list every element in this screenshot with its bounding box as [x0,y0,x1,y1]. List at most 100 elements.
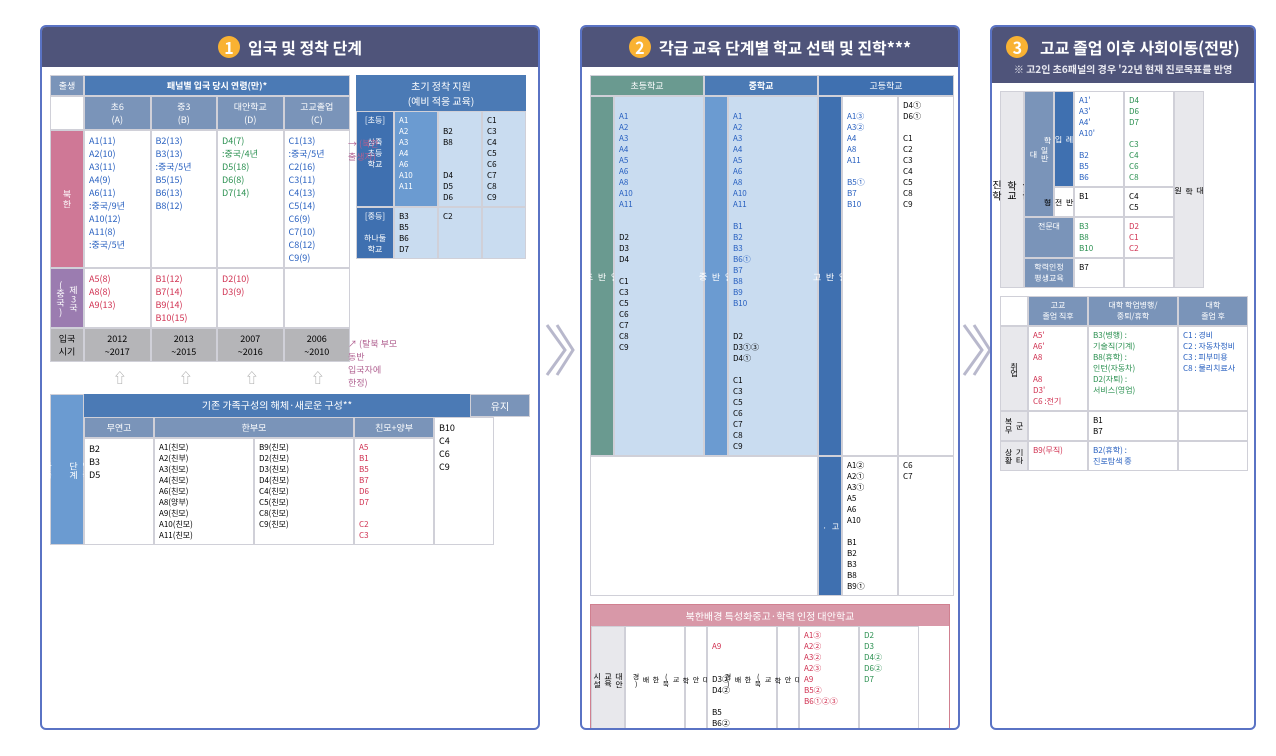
panel2-header: 2 각급 교육 단계별 학교 선택 및 진학*** [582,27,958,67]
alt-title: 북한배경 특성화중고·학력 인정 대안학교 [591,605,949,626]
yr-d: 2007 ~2016 [217,328,284,362]
side-higher: 상급 학교 진학 [1000,91,1024,288]
u-spec: 특 례 입 학 [1054,91,1074,187]
panel-education-stages: 2 각급 교육 단계별 학교 선택 및 진학*** 초등학교 중학교 고등학교 … [580,25,960,730]
emp-c3: C1 : 경비 C2 : 자동차정비 C3 : 피부미용 C8 : 물리치료사 [1178,326,1248,411]
fam-c1: B2 B3 D5 [84,438,154,545]
col-b: 중3 (B) [151,96,218,130]
birth-label: 출생 [50,75,84,96]
etc3-c1: B9(무직) [1028,441,1088,471]
row-entry: 입국 시기 [50,328,84,362]
mil-side: 군 복무 [1000,411,1028,441]
hi-gen: A1③ A3② A4 A8 A11 B5① B7 B10 [842,96,898,456]
mid-data: A1 A2 A3 A4 A5 A6 A8 A10 A11 B1 B2 B3 B6… [728,96,818,456]
jc-c2: D2 C1 C2 [1124,217,1174,258]
fam-h1: 무연고 [84,417,154,438]
sch-high: 고등학교 [818,75,954,96]
lbl-gen: 일 반 고 [818,96,842,456]
panel3-title: 고교 졸업 이후 사회이동(전망) [1040,35,1240,59]
u-reg: 일 반 전 형 [1054,187,1074,217]
cn-c [284,268,351,328]
mil-c: B1 B7 [1088,411,1178,441]
anno-nk: → (북한 출생자) [348,137,379,163]
nk-c: C1(13) :중국/5년 C2(16) C3(11) C4(13) C5(14… [284,130,351,268]
etc3-c2: B2(휴학) : 진로탐색 중 [1088,441,1178,471]
alt-side: 대안 교육 시설 [591,626,625,730]
ur-c1: B1 [1074,187,1124,217]
col-d: 대안학교 (D) [217,96,284,130]
alt-c1: A9 [712,641,721,652]
fam-side: 탈북 (입국) 단계 가족 구성 [50,394,84,545]
panel1-title: 입국 및 정착 단계 [248,35,362,59]
nk-d: D4(7) :중국/4년 D5(18) D6(8) D7(14) [217,130,284,268]
us-c1: A1' A3' A4' A10' B2 B5 B6 [1074,91,1124,187]
u-grad: 대 학 원 [1174,91,1204,288]
col-a: 초6 (A) [84,96,151,130]
us-c2: D4 D6 D7 C3 C4 C6 C8 [1124,91,1174,187]
panel2-num: 2 [629,36,651,58]
panel3-num: 3 [1006,36,1028,58]
yr-c: 2006 ~2010 [284,328,351,362]
fam-keep-hd: 유지 [470,394,530,417]
lbl-elem: 일 반 초 [590,96,614,456]
fam-title: 기존 가족구성의 해체·새로운 구성** [84,394,470,417]
cn-b: B1(12) B7(14) B9(14) B10(15) [151,268,218,328]
sch-mid: 중학교 [704,75,818,96]
panel2-title: 각급 교육 단계별 학교 선택 및 진학*** [659,35,911,59]
flow-arrow-2 [962,320,992,380]
alt-c4: D2 D3 D4② D6② D7 [859,626,919,730]
cn-d: D2(10) D3(9) [217,268,284,328]
yr-a: 2012 ~2017 [84,328,151,362]
alt-lbl1: 특 성 화 중 · 대 안 학 교 (북 한 배 경) [685,626,707,730]
is-e-3: C1 C3 C4 C5 C6 C7 C8 C9 [482,111,526,207]
emp-c2: B3(병행) : 기술직(기계) B8(휴학) : 인턴(자동차) D2(자퇴)… [1088,326,1178,411]
fam-h4: 친모+양부 [354,417,434,438]
is-title: 초기 정착 지원 (예비 적응 교육) [356,75,526,111]
sch-elem: 초등학교 [590,75,704,96]
alt-lbl2: 특 성 화 고 · 대 안 학 교 (북 한 배 경) [777,626,799,730]
panel3-sub: ※ 고2인 초6패널의 경우 '22년 현재 진로목표를 반영 [1014,61,1232,76]
hi-spec1: A1② A2① A3① A5 A6 A10 B1 B2 B3 B8 B9① [842,456,898,596]
age-grid: 출생 패널별 입국 당시 연령(만)* 초6 (A) 중3 (B) 대안학교 (… [50,75,350,362]
alt-c3: A1③ A2② A3② A2③ A9 B5② B6①②③ [799,626,859,730]
col-c: 고교졸업 (C) [284,96,351,130]
nk-b: B2(13) B3(13) :중국/5년 B5(15) B6(13) B8(12… [151,130,218,268]
fam-c3: B9(친모) D2(친모) D3(친모) D4(친모) C4(친모) C5(친모… [254,438,354,545]
u-jc: 전문대 [1024,217,1074,258]
emp-h3: 대학 졸업 후 [1178,296,1248,326]
is-e-1: A1 A2 A3 A4 A6 A10 A11 [394,111,438,207]
emp-side: 취업 [1000,326,1028,411]
us-c3: C4 C5 [1124,187,1174,217]
fam-keep-c: B10 C4 C6 C9 [434,417,494,545]
is-m-2: C2 [438,207,482,259]
flow-arrow-1 [545,320,575,380]
lbl-spec: 마 이 스 터 고 · 특 성 화 고 [818,456,842,596]
fam-c2: A1(친모) A2(친부) A3(친모) A4(친모) A6(친모) A8(양부… [154,438,254,545]
lbl-mid: 일 반 중 [704,96,728,456]
is-mid-lbl: [중등] 하나둘 학교 [356,207,394,259]
is-m-1: B3 B5 B6 D7 [394,207,438,259]
hi-gen2: D4① D6① C1 C2 C3 C4 C5 C8 C9 [898,96,954,456]
fam-h2: 한부모 [154,417,354,438]
jc-c1: B3 B8 B10 [1074,217,1124,258]
emp-h2: 대학 학업병행/ 중퇴/휴학 [1088,296,1178,326]
panel1-num: 1 [218,36,240,58]
hi-spec2: C6 C7 [898,456,954,596]
cn-a: A5(8) A8(8) A9(13) [84,268,151,328]
age-title: 패널별 입국 당시 연령(만)* [84,75,350,96]
emp-h1: 고교 졸업 직후 [1028,296,1088,326]
panel3-header: 3 고교 졸업 이후 사회이동(전망) ※ 고2인 초6패널의 경우 '22년 … [992,27,1254,83]
fam-c4: A5 B1 B5 B7 D6 D7 C2 C3 [354,438,434,545]
etc-side: 기타 상황 [1000,441,1028,471]
panel1-header: 1 입국 및 정착 단계 [42,27,538,67]
is-e-4: D4 D5 D6 [443,170,453,203]
yr-b: 2013 ~2015 [151,328,218,362]
row-cn: 제3국 (중국) [50,268,84,328]
u-ll: 학력인정 평생교육 [1024,258,1074,288]
emp-c1: A5' A6' A8 A8 D3' C6 :전기 [1028,326,1088,411]
initial-support: 초기 정착 지원 (예비 적응 교육) [초등] 삼죽 초등 학교 A1 A2 … [356,75,526,362]
elem-data: A1 A2 A3 A4 A5 A6 A8 A10 A11 D2 D3 D4 C1… [614,96,704,456]
nk-a: A1(11) A2(10) A3(11) A4(9) A6(11) :중국/9년… [84,130,151,268]
row-nk: 북한 [50,130,84,268]
ll-c1: B7 [1074,258,1124,288]
